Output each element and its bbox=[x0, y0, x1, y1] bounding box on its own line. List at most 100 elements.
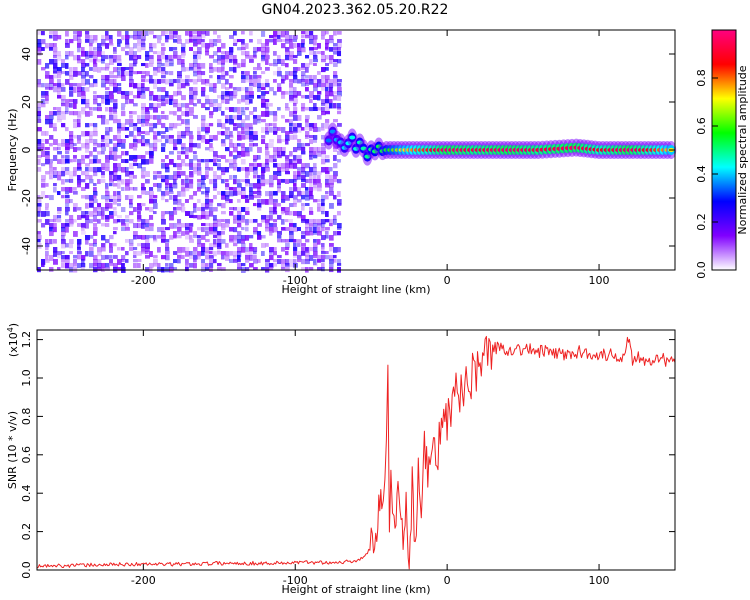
noise-cell bbox=[209, 263, 214, 268]
noise-cell bbox=[201, 127, 206, 132]
noise-cell bbox=[73, 167, 78, 172]
noise-cell bbox=[113, 59, 117, 63]
noise-cell bbox=[149, 43, 153, 49]
noise-cell bbox=[217, 59, 222, 65]
x-tick-label: 100 bbox=[589, 574, 610, 587]
noise-cell bbox=[241, 87, 246, 91]
noise-cell bbox=[305, 179, 309, 184]
noise-cell bbox=[121, 71, 125, 77]
noise-cell bbox=[249, 91, 254, 96]
noise-cell bbox=[293, 35, 298, 40]
noise-cell bbox=[313, 35, 318, 40]
noise-cell bbox=[329, 183, 334, 188]
noise-cell bbox=[257, 203, 262, 208]
noise-cell bbox=[161, 235, 166, 240]
noise-cell bbox=[237, 247, 242, 253]
noise-cell bbox=[121, 111, 126, 117]
noise-cell bbox=[165, 39, 169, 43]
noise-cell bbox=[109, 255, 113, 259]
noise-cell bbox=[213, 151, 218, 157]
noise-cell bbox=[49, 59, 54, 65]
noise-cell bbox=[209, 139, 213, 143]
noise-cell bbox=[165, 183, 169, 188]
noise-cell bbox=[213, 183, 218, 189]
noise-cell bbox=[105, 159, 110, 163]
noise-cell bbox=[129, 111, 133, 115]
noise-cell bbox=[217, 155, 222, 159]
noise-cell bbox=[265, 131, 270, 135]
noise-cell bbox=[161, 231, 166, 237]
noise-cell bbox=[101, 255, 106, 260]
noise-cell bbox=[213, 243, 218, 248]
noise-cell bbox=[297, 43, 301, 49]
noise-cell bbox=[337, 263, 342, 267]
noise-cell bbox=[201, 259, 206, 264]
noise-cell bbox=[185, 127, 190, 133]
noise-cell bbox=[37, 231, 41, 235]
noise-cell bbox=[93, 63, 98, 67]
noise-cell bbox=[213, 135, 218, 141]
noise-cell bbox=[273, 211, 278, 215]
noise-cell bbox=[213, 67, 218, 72]
noise-cell bbox=[161, 227, 165, 233]
noise-cell bbox=[301, 163, 306, 169]
noise-cell bbox=[309, 195, 314, 200]
noise-cell bbox=[49, 43, 54, 49]
noise-cell bbox=[125, 91, 130, 96]
noise-cell bbox=[129, 55, 134, 61]
noise-cell bbox=[49, 111, 54, 116]
noise-cell bbox=[269, 247, 274, 253]
noise-cell bbox=[285, 159, 290, 165]
noise-cell bbox=[269, 111, 274, 116]
noise-cell bbox=[177, 251, 182, 256]
noise-cell bbox=[217, 163, 222, 169]
noise-cell bbox=[121, 123, 126, 128]
noise-cell bbox=[37, 235, 42, 241]
noise-cell bbox=[249, 255, 253, 261]
noise-cell bbox=[73, 259, 78, 264]
noise-cell bbox=[305, 227, 309, 232]
noise-cell bbox=[269, 123, 273, 127]
noise-cell bbox=[209, 251, 213, 255]
noise-cell bbox=[257, 195, 261, 199]
noise-cell bbox=[305, 187, 309, 191]
noise-cell bbox=[121, 227, 126, 232]
noise-cell bbox=[313, 123, 318, 128]
noise-cell bbox=[181, 51, 186, 56]
noise-cell bbox=[173, 35, 177, 39]
noise-cell bbox=[121, 179, 125, 185]
noise-cell bbox=[149, 59, 154, 64]
noise-cell bbox=[141, 75, 146, 79]
noise-cell bbox=[289, 95, 294, 101]
noise-cell bbox=[193, 231, 198, 236]
noise-cell bbox=[169, 111, 174, 115]
noise-cell bbox=[253, 259, 258, 264]
noise-cell bbox=[245, 87, 249, 93]
noise-cell bbox=[205, 99, 210, 105]
noise-cell bbox=[321, 107, 325, 112]
noise-cell bbox=[129, 91, 134, 96]
noise-cell bbox=[137, 259, 142, 263]
noise-cell bbox=[77, 159, 82, 165]
noise-cell bbox=[85, 55, 90, 60]
noise-cell bbox=[217, 79, 222, 84]
noise-cell bbox=[141, 203, 146, 207]
noise-cell bbox=[213, 239, 217, 245]
noise-cell bbox=[265, 151, 270, 156]
noise-cell bbox=[73, 71, 78, 77]
noise-cell bbox=[181, 159, 186, 164]
noise-cell bbox=[325, 47, 329, 51]
noise-cell bbox=[37, 79, 42, 85]
noise-cell bbox=[325, 67, 329, 71]
noise-cell bbox=[293, 71, 297, 77]
noise-cell bbox=[269, 63, 273, 67]
noise-cell bbox=[269, 39, 274, 43]
noise-cell bbox=[193, 79, 198, 85]
noise-cell bbox=[313, 47, 318, 51]
noise-cell bbox=[145, 223, 149, 228]
noise-cell bbox=[173, 31, 178, 35]
noise-cell bbox=[245, 131, 249, 136]
noise-cell bbox=[313, 223, 318, 228]
noise-cell bbox=[301, 243, 306, 247]
